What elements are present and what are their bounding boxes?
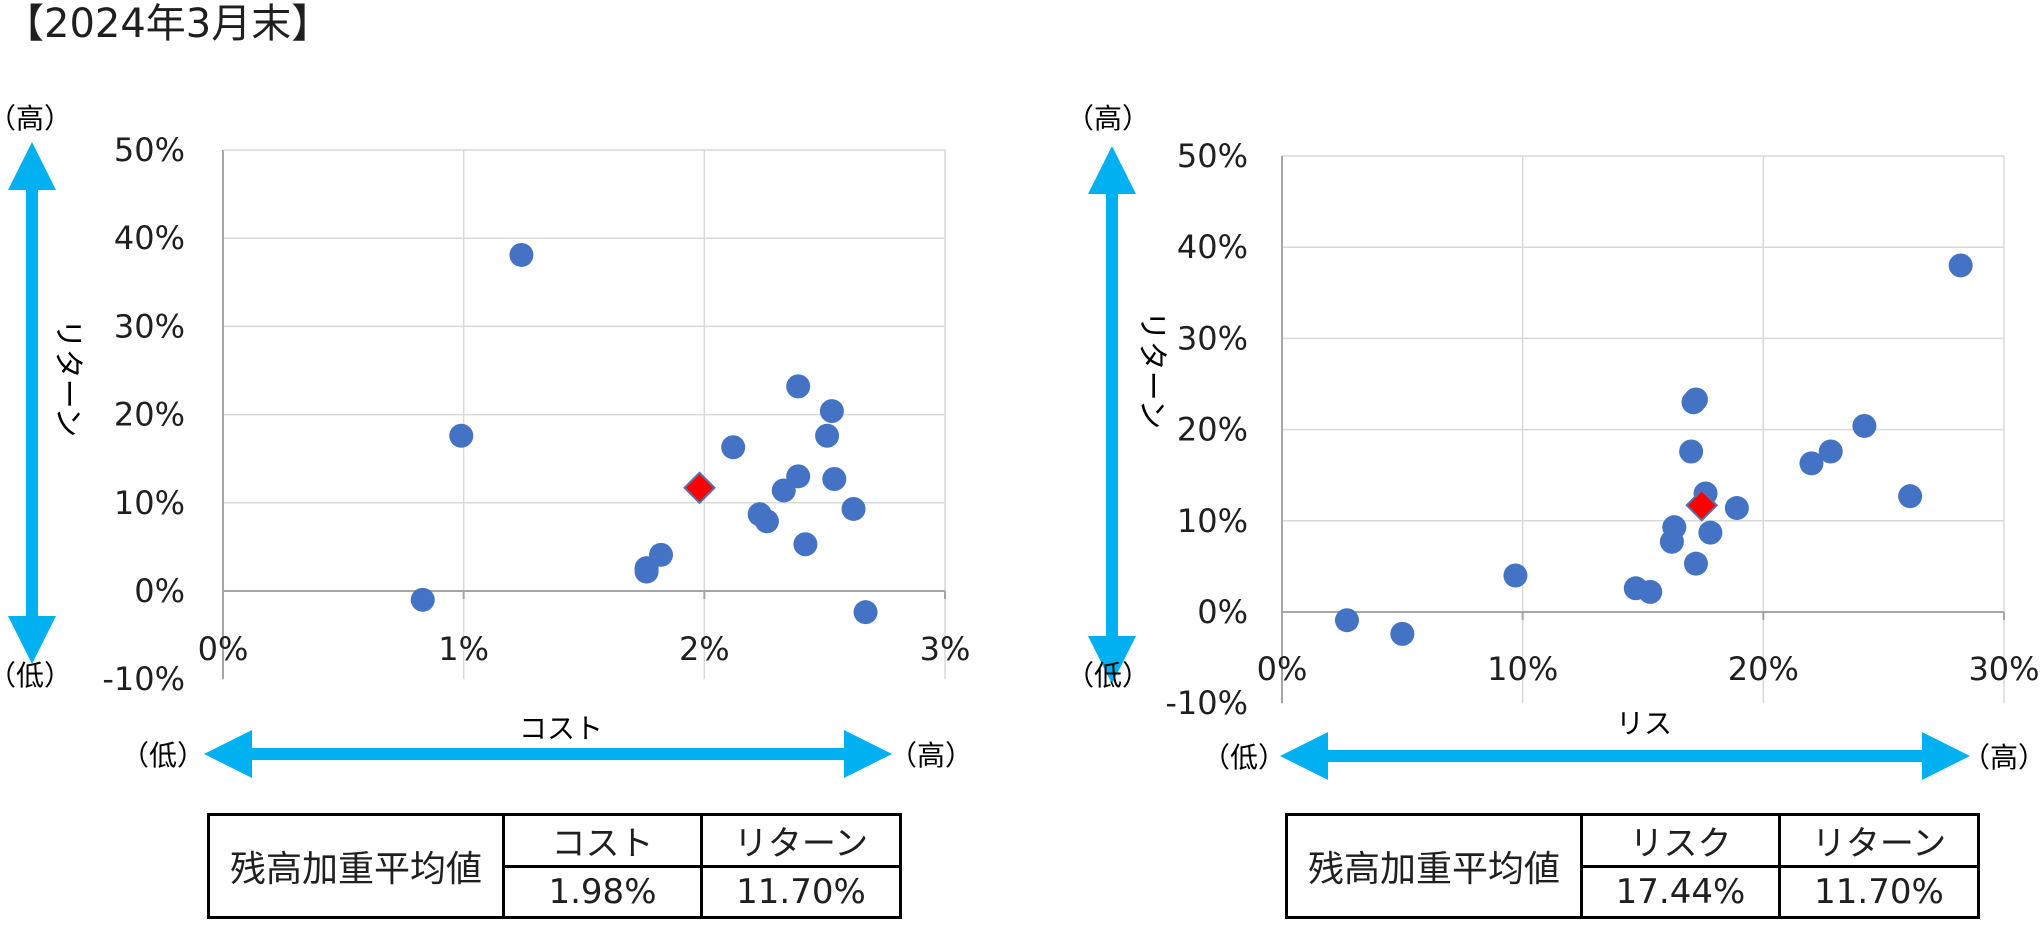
y-tick-label: 20% bbox=[1177, 411, 1248, 449]
summary-table-cost: 残高加重平均値 コスト リターン 1.98% 11.70% bbox=[207, 813, 902, 919]
y-tick-labels: 50% 40% 30% 20% 10% 0% -10% bbox=[1165, 137, 1248, 722]
x-tick-label: 0% bbox=[1257, 650, 1308, 688]
data-point bbox=[1683, 387, 1708, 412]
x-low-label: （低） bbox=[1202, 741, 1286, 774]
data-point bbox=[786, 464, 811, 489]
col-label-risk: リスク bbox=[1580, 813, 1781, 868]
data-point bbox=[1390, 621, 1415, 646]
y-low-label: （低） bbox=[0, 659, 72, 692]
y-tick-label: 40% bbox=[114, 219, 185, 257]
data-point bbox=[841, 496, 866, 521]
x-axis-title: リス bbox=[1616, 707, 1672, 740]
data-point bbox=[822, 466, 847, 491]
y-tick-label: 40% bbox=[1177, 228, 1248, 266]
data-point bbox=[793, 532, 818, 557]
value-return: 11.70% bbox=[1778, 865, 1980, 919]
y-tick-labels: 50% 40% 30% 20% 10% 0% -10% bbox=[102, 131, 185, 698]
y-axis-title: リターン bbox=[50, 319, 85, 438]
data-point bbox=[1724, 496, 1749, 521]
chart-cost-return: 50% 40% 30% 20% 10% 0% -10% 0% 1% 2% 3% （高） （低） リ… bbox=[0, 102, 973, 778]
data-point bbox=[1799, 451, 1824, 476]
data-point bbox=[1334, 608, 1359, 633]
data-point bbox=[1679, 439, 1704, 464]
data-point bbox=[649, 542, 674, 567]
col-label-cost: コスト bbox=[502, 813, 703, 868]
data-points bbox=[1334, 253, 1973, 646]
x-tick-label: 0% bbox=[198, 630, 249, 668]
x-tick-label: 3% bbox=[920, 630, 971, 668]
x-axis-title: コスト bbox=[519, 712, 603, 745]
x-tick-labels: 0% 10% 20% 30% bbox=[1257, 650, 2040, 688]
data-point bbox=[819, 399, 844, 424]
y-tick-label: 10% bbox=[1177, 502, 1248, 540]
data-point bbox=[721, 435, 746, 460]
y-tick-label: 0% bbox=[134, 572, 185, 610]
y-high-label: （高） bbox=[0, 102, 72, 135]
row-header: 残高加重平均値 bbox=[207, 813, 505, 919]
y-tick-label: 0% bbox=[1197, 593, 1248, 631]
data-point bbox=[786, 374, 811, 399]
data-point bbox=[1683, 551, 1708, 576]
y-tick-label: 20% bbox=[114, 396, 185, 434]
summary-table-risk: 残高加重平均値 リスク リターン 17.44% 11.70% bbox=[1285, 813, 1980, 919]
average-marker bbox=[683, 471, 716, 505]
y-tick-label: -10% bbox=[1165, 684, 1248, 722]
y-tick-label: 30% bbox=[1177, 319, 1248, 357]
data-point bbox=[754, 509, 779, 534]
data-points bbox=[410, 242, 878, 625]
row-header: 残高加重平均値 bbox=[1285, 813, 1583, 919]
x-tick-label: 30% bbox=[1968, 650, 2039, 688]
data-point bbox=[853, 600, 878, 625]
data-point bbox=[1698, 520, 1723, 545]
x-high-label: （高） bbox=[889, 739, 973, 772]
chart-risk-return: 50%40%30%20%10%0%-10% 0% 10% 20% 30% （高） （低… bbox=[1066, 102, 2042, 780]
y-tick-label: 50% bbox=[114, 131, 185, 169]
value-return: 11.70% bbox=[700, 865, 902, 919]
x-tick-label: 1% bbox=[438, 630, 489, 668]
page-title: 【2024年3月末】 bbox=[4, 1, 332, 47]
average-marker bbox=[1685, 488, 1719, 522]
x-tick-label: 2% bbox=[679, 630, 730, 668]
gridlines bbox=[1282, 155, 2005, 704]
data-point bbox=[410, 587, 435, 612]
data-point bbox=[449, 423, 474, 448]
x-tick-label: 10% bbox=[1487, 650, 1558, 688]
data-point bbox=[1503, 563, 1528, 588]
y-low-label: （低） bbox=[1066, 659, 1150, 692]
y-tick-label: 10% bbox=[114, 484, 185, 522]
data-point bbox=[509, 242, 534, 267]
axis-lines bbox=[222, 150, 946, 680]
data-point bbox=[1852, 413, 1877, 438]
value-risk: 17.44% bbox=[1580, 865, 1781, 919]
data-point bbox=[1818, 439, 1843, 464]
y-high-label: （高） bbox=[1066, 102, 1150, 135]
x-tick-labels: 0% 1% 2% 3% bbox=[198, 630, 971, 668]
data-point bbox=[1662, 515, 1687, 540]
data-point bbox=[1638, 579, 1663, 604]
x-low-label: （低） bbox=[121, 739, 205, 772]
y-axis-title: リターン bbox=[1134, 311, 1169, 430]
data-point bbox=[815, 423, 840, 448]
col-label-return: リターン bbox=[700, 813, 902, 868]
y-tick-label: -10% bbox=[102, 660, 185, 698]
col-label-return: リターン bbox=[1778, 813, 1980, 868]
data-point bbox=[1898, 484, 1923, 509]
value-cost: 1.98% bbox=[502, 865, 703, 919]
axis-lines bbox=[1281, 156, 2005, 704]
y-tick-label: 30% bbox=[114, 307, 185, 345]
x-high-label: （高） bbox=[1962, 741, 2042, 774]
data-point bbox=[1948, 253, 1973, 278]
x-tick-label: 20% bbox=[1728, 650, 1799, 688]
y-tick-label: 50% bbox=[1177, 137, 1248, 175]
